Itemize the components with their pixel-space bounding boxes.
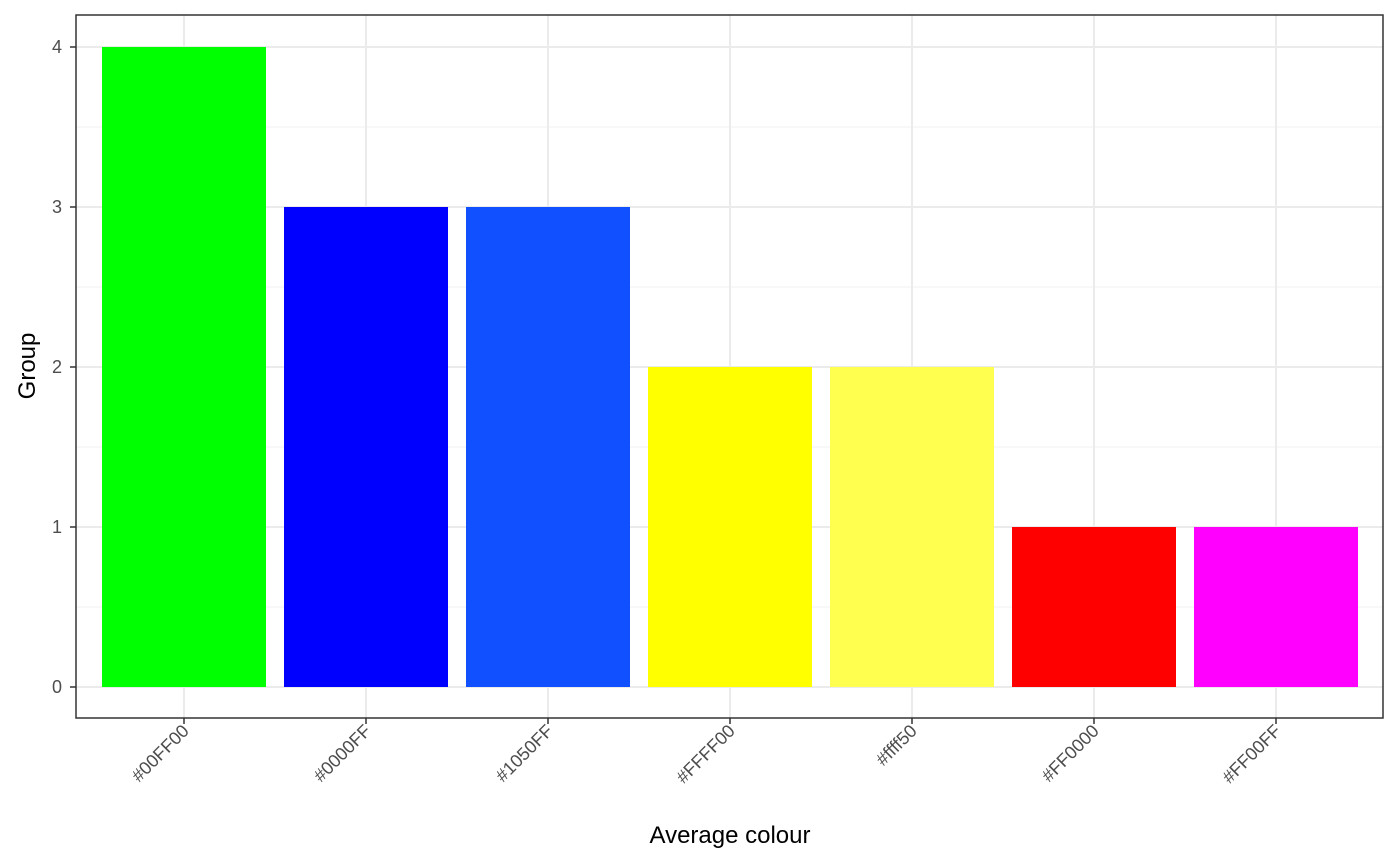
y-tick-labels: 0 1 2 3 4 [52, 37, 62, 697]
x-tick-label: #00FF00 [128, 721, 193, 786]
bar-00ff00 [102, 47, 266, 687]
y-tick-label: 2 [52, 357, 62, 377]
bar-ff00ff [1194, 527, 1358, 687]
x-tick-labels: #00FF00 #0000FF #1050FF #FFFF00 #ffff50 #FF00… [128, 721, 1285, 787]
x-tick-label: #FF0000 [1038, 721, 1103, 786]
x-tick-label: #0000FF [310, 721, 375, 786]
y-tick-label: 0 [52, 677, 62, 697]
x-tick-label: #1050FF [492, 721, 557, 786]
x-tick-label: #FFFF00 [672, 721, 738, 787]
x-tick-label: #ffff50 [872, 721, 921, 770]
bar-ffff00 [648, 367, 812, 687]
bars [102, 47, 1358, 687]
y-axis-title: Group [14, 333, 41, 400]
x-tick-label: #FF00FF [1218, 721, 1284, 787]
y-tick-label: 1 [52, 517, 62, 537]
x-axis-title: Average colour [650, 822, 811, 849]
tick-marks [70, 46, 1277, 724]
bar-ffff50 [830, 367, 994, 687]
bar-1050ff [466, 207, 630, 687]
bar-0000ff [284, 207, 448, 687]
y-tick-label: 4 [52, 37, 62, 57]
bar-ff0000 [1012, 527, 1176, 687]
y-tick-label: 3 [52, 197, 62, 217]
